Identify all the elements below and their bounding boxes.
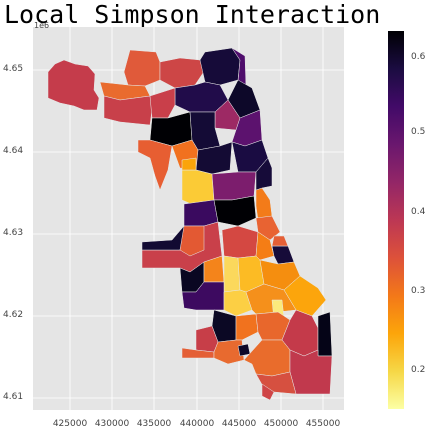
y-tick-label: 4.63 (3, 228, 24, 238)
y-axis-offset-label: 1e6 (34, 21, 50, 30)
region-c-9 (221, 225, 259, 259)
y-tick-label: 4.64 (3, 146, 24, 156)
colorbar-tick-label: 0.5 (411, 127, 426, 137)
region-s-12 (235, 313, 259, 341)
x-tick-label: 450000 (263, 419, 299, 429)
region-s-9 (245, 283, 297, 315)
region-n-5 (149, 87, 176, 119)
region-c-2 (213, 195, 257, 227)
region-nw-3 (103, 95, 153, 126)
region-s-21 (289, 349, 333, 395)
chart-title: Local Simpson Interaction (4, 0, 381, 29)
region-c-3 (255, 187, 273, 221)
x-tick-label: 445000 (221, 419, 257, 429)
region-nw-4 (159, 57, 206, 89)
region-w-1 (137, 139, 173, 191)
y-tick-label: 4.62 (3, 310, 24, 320)
region-ohare (47, 59, 100, 111)
region-w-6 (211, 171, 257, 201)
region-c-1 (183, 199, 219, 227)
region-c-10 (255, 231, 275, 261)
region-c-11 (271, 245, 295, 265)
region-c-12 (271, 235, 289, 247)
colorbar-tick-label: 0.2 (411, 365, 426, 375)
region-c-8 (179, 225, 205, 257)
colorbar-tick-label: 0.4 (411, 207, 426, 217)
region-nw-1 (123, 49, 161, 87)
x-tick-label: 440000 (179, 419, 215, 429)
region-c-7 (141, 225, 185, 251)
colorbar-tick-label: 0.3 (411, 286, 426, 296)
y-tick-label: 4.61 (3, 392, 24, 402)
region-s-15 (317, 311, 333, 357)
x-tick-label: 430000 (94, 419, 130, 429)
region-c-5 (255, 157, 273, 191)
region-s-3 (223, 255, 241, 293)
colorbar (388, 31, 404, 409)
x-tick-label: 455000 (305, 419, 341, 429)
colorbar-tick-label: 0.6 (411, 52, 426, 62)
region-n-1 (199, 47, 241, 86)
y-tick-label: 4.65 (3, 64, 24, 74)
x-tick-label: 435000 (136, 419, 172, 429)
region-s-20 (243, 339, 291, 377)
region-w-7 (181, 157, 197, 171)
region-s-19 (237, 343, 251, 357)
region-s-18 (213, 339, 245, 365)
region-sw-1 (261, 383, 275, 401)
x-tick-label: 425000 (52, 419, 88, 429)
